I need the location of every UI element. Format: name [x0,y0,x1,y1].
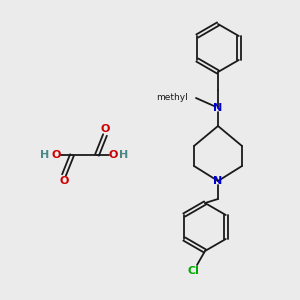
Text: N: N [213,103,223,113]
Text: Cl: Cl [187,266,199,276]
Text: O: O [108,150,118,160]
Text: N: N [213,176,223,186]
Text: H: H [119,150,129,160]
Text: O: O [51,150,61,160]
Text: methyl: methyl [156,94,188,103]
Text: H: H [40,150,50,160]
Text: O: O [100,124,110,134]
Text: O: O [59,176,69,186]
